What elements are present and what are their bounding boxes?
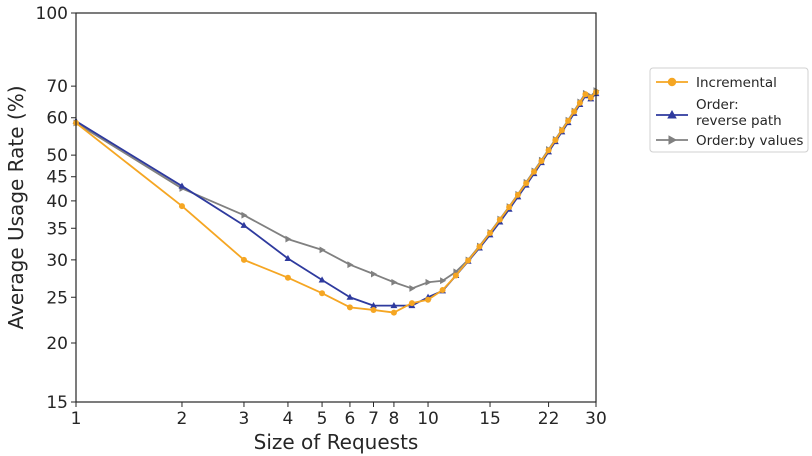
data-point — [284, 274, 291, 281]
data-point — [370, 270, 378, 278]
series-line — [75, 92, 597, 307]
legend-label: Order: — [696, 97, 739, 113]
data-point — [346, 304, 353, 311]
series-line — [75, 89, 597, 290]
data-point — [558, 127, 565, 134]
data-point — [506, 204, 513, 211]
x-tick-label: 15 — [479, 409, 501, 429]
legend-label: Incremental — [696, 75, 777, 91]
x-tick-label: 1 — [71, 409, 82, 429]
legend-label: reverse path — [696, 113, 782, 129]
y-axis-label: Average Usage Rate (%) — [4, 86, 28, 330]
y-tick-label: 30 — [46, 251, 68, 271]
data-point — [408, 300, 415, 307]
axes: 1 2 3 4 5 6 7 8 10 15 22 3015202530354045506070100S… — [4, 4, 607, 454]
x-tick-label: 6 — [345, 409, 356, 429]
data-point — [514, 191, 521, 198]
x-tick-label: 8 — [389, 409, 400, 429]
data-point — [552, 137, 559, 144]
data-point — [576, 99, 583, 106]
data-point — [667, 77, 677, 87]
data-point — [318, 276, 326, 283]
x-tick-label: 2 — [177, 409, 188, 429]
y-tick-label: 40 — [46, 192, 68, 212]
y-tick-label: 70 — [46, 77, 68, 97]
y-tick-label: 50 — [46, 146, 68, 166]
data-point — [465, 257, 472, 264]
data-point — [439, 287, 446, 294]
legend-item: Incremental — [656, 75, 777, 91]
legend-label: Order:by values — [696, 133, 803, 149]
data-point — [390, 309, 397, 316]
y-tick-label: 100 — [36, 4, 68, 24]
legend-box — [649, 67, 809, 153]
data-point — [319, 246, 326, 254]
y-tick-label: 20 — [46, 334, 68, 354]
data-point — [285, 235, 292, 243]
legend-item: Order:reverse path — [656, 97, 782, 129]
x-tick-label: 5 — [317, 409, 328, 429]
x-tick-label: 4 — [283, 409, 294, 429]
data-point — [440, 277, 447, 285]
y-tick-label: 60 — [46, 109, 68, 129]
legend-item: Order:by values — [656, 133, 803, 149]
y-tick-label: 15 — [46, 393, 68, 413]
data-point — [390, 302, 398, 309]
x-tick-label: 30 — [585, 409, 607, 429]
data-point — [425, 296, 432, 303]
data-point — [178, 203, 185, 210]
data-point — [587, 94, 594, 101]
data-point — [370, 302, 377, 309]
data-point — [409, 285, 416, 292]
series-order-reverse-path — [72, 89, 600, 309]
data-point — [452, 272, 459, 279]
x-tick-label: 7 — [368, 409, 379, 429]
data-point — [668, 135, 678, 145]
data-point — [178, 182, 186, 189]
data-point — [582, 91, 589, 98]
y-tick-label: 25 — [46, 288, 68, 308]
data-point — [496, 216, 503, 223]
data-point — [319, 290, 326, 297]
series-incremental — [73, 89, 599, 316]
plot-frame — [75, 12, 597, 403]
data-point — [571, 108, 578, 115]
data-point — [284, 254, 292, 262]
y-tick-label: 45 — [46, 168, 68, 188]
data-point — [240, 256, 247, 263]
data-point — [545, 147, 552, 154]
data-point — [425, 278, 432, 286]
y-tick-label: 35 — [46, 219, 68, 239]
data-point — [241, 211, 248, 219]
x-tick-label: 10 — [417, 409, 439, 429]
data-point — [565, 117, 572, 124]
data-point — [531, 168, 538, 175]
data-point — [523, 180, 530, 187]
series-line — [75, 91, 597, 314]
data-point — [240, 221, 248, 228]
data-point — [370, 306, 377, 313]
legend: Incremental Order:reverse path Order:by va… — [649, 67, 809, 153]
data-point — [391, 278, 398, 286]
plot-area — [72, 87, 600, 316]
x-tick-label: 3 — [239, 409, 250, 429]
data-point — [667, 109, 677, 119]
data-point — [487, 230, 494, 237]
data-point — [538, 157, 545, 164]
data-point — [346, 293, 354, 300]
data-point — [476, 243, 483, 250]
data-point — [347, 261, 354, 269]
x-axis-label: Size of Requests — [254, 430, 419, 454]
x-tick-label: 22 — [538, 409, 560, 429]
